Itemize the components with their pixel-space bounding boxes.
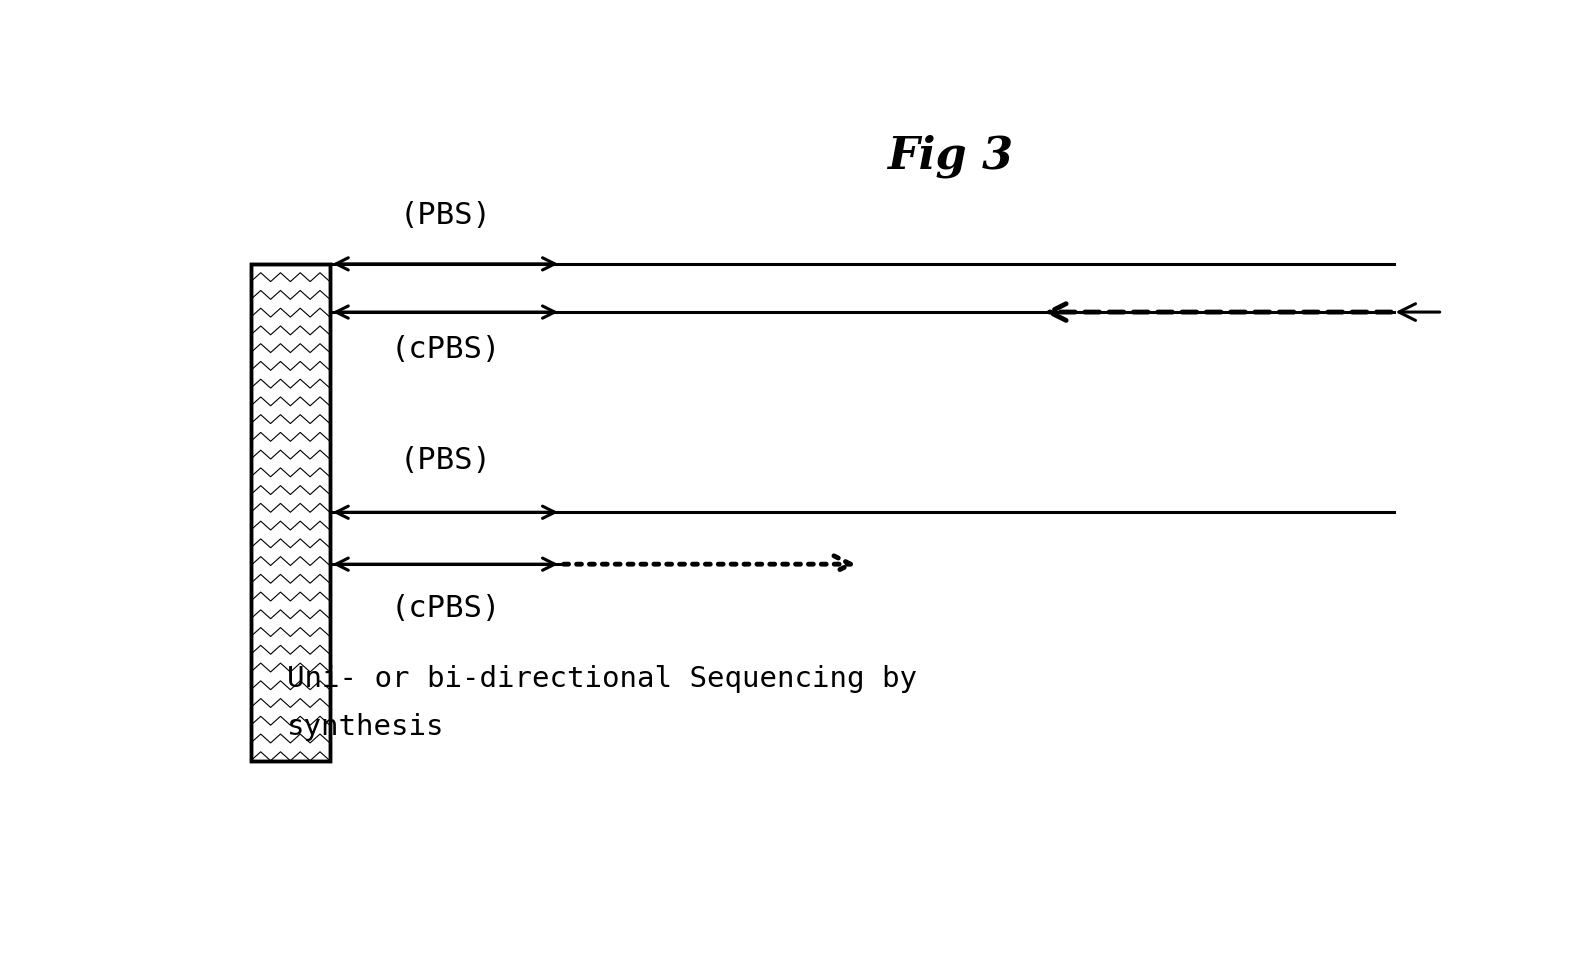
Text: (PBS): (PBS) <box>400 201 491 230</box>
Text: Uni- or bi-directional Sequencing by: Uni- or bi-directional Sequencing by <box>287 665 918 693</box>
Text: (PBS): (PBS) <box>400 446 491 475</box>
Text: Fig 3: Fig 3 <box>886 135 1014 178</box>
Text: synthesis: synthesis <box>287 714 446 742</box>
Text: (cPBS): (cPBS) <box>391 334 501 364</box>
Bar <box>251 264 329 761</box>
Text: (cPBS): (cPBS) <box>391 594 501 623</box>
Bar <box>251 264 329 761</box>
